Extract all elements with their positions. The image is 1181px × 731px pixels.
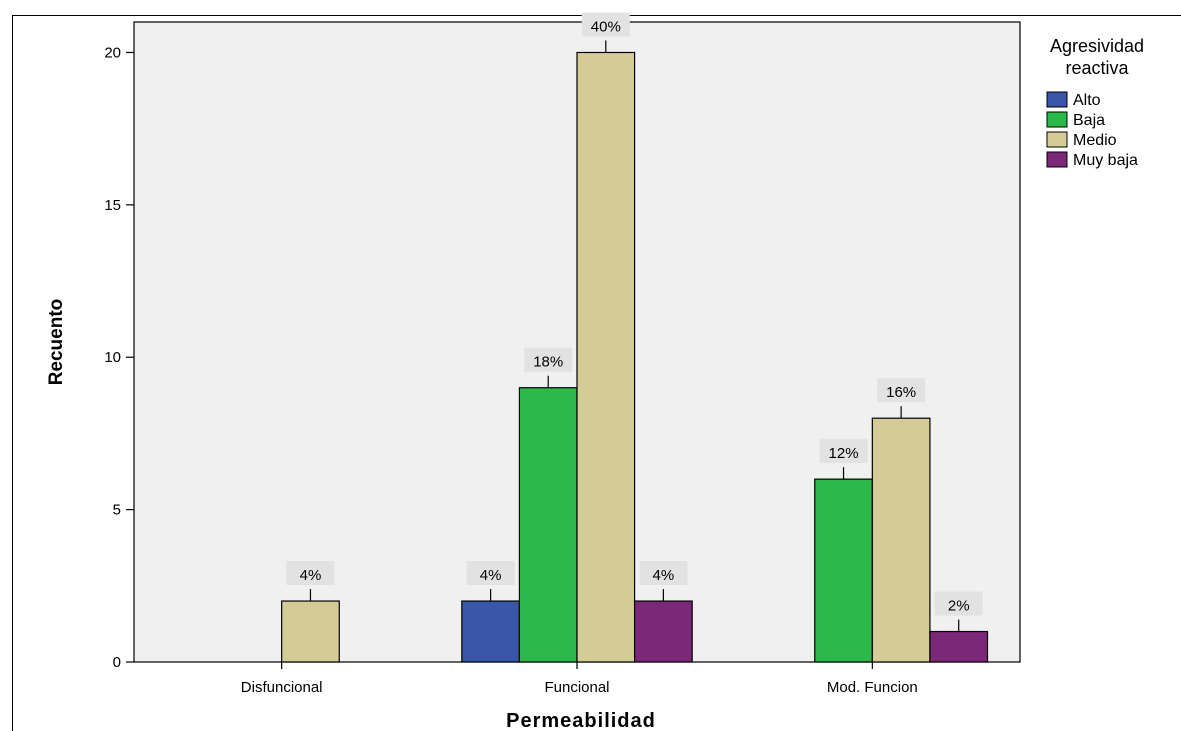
data-label-funcional-baja: 18% (533, 354, 563, 371)
y-axis: 0 5 10 15 20 (104, 44, 134, 671)
legend-title-line-1: Agresividad (1050, 36, 1144, 56)
data-label-bg-funcional-alto (466, 561, 515, 586)
y-tick-label-15: 15 (104, 197, 121, 214)
y-tick-label-20: 20 (104, 44, 121, 61)
data-label-funcional-muy-baja: 4% (653, 567, 675, 584)
data-label-disfuncional-medio: 4% (300, 567, 322, 584)
x-tick-label-funcional: Funcional (544, 679, 609, 696)
data-label-bg-funcional-muy-baja (639, 561, 688, 586)
data-label-bg-funcional-medio (581, 12, 630, 37)
y-tick-label-5: 5 (113, 502, 121, 519)
legend-label-medio: Medio (1073, 132, 1117, 149)
x-axis-label: Permeabilidad (506, 710, 656, 731)
legend-swatch-baja (1046, 111, 1068, 128)
data-label-bg-mod-funcion-baja (819, 439, 868, 464)
y-axis-label: Recuento (46, 299, 67, 386)
bar-mod-funcion-medio (871, 417, 931, 663)
y-tick-label-10: 10 (104, 349, 121, 366)
legend-swatch-alto (1046, 91, 1068, 108)
data-label-mod-funcion-baja: 12% (829, 445, 859, 462)
data-labels-group: 4% 4% 18% 40% 4% 12% 16% 2% (286, 12, 983, 632)
data-label-mod-funcion-medio: 16% (886, 384, 916, 401)
bars-group (281, 51, 989, 663)
x-axis: Disfuncional Funcional Mod. Funcion (241, 662, 918, 696)
data-label-funcional-alto: 4% (480, 567, 502, 584)
data-label-bg-funcional-baja (524, 347, 573, 372)
legend: Agresividad reactiva Alto Baja Medio Muy ba… (1046, 36, 1144, 169)
data-label-bg-mod-funcion-medio (877, 378, 926, 403)
legend-swatch-medio (1046, 131, 1068, 148)
bar-funcional-medio (576, 51, 636, 663)
data-label-bg-disfuncional-medio (286, 561, 335, 586)
frame-left-border (12, 15, 13, 731)
bar-funcional-baja (518, 387, 578, 663)
legend-label-muy-baja: Muy baja (1073, 152, 1138, 169)
bar-mod-funcion-muy-baja (929, 630, 989, 663)
bar-disfuncional-medio (281, 600, 340, 663)
data-label-bg-mod-funcion-muy-baja (934, 591, 983, 616)
legend-label-baja: Baja (1073, 112, 1105, 129)
x-tick-label-disfuncional: Disfuncional (241, 679, 323, 696)
legend-label-alto: Alto (1073, 92, 1101, 109)
legend-swatch-muy-baja (1046, 151, 1068, 168)
legend-title-line-2: reactiva (1065, 58, 1129, 78)
data-label-mod-funcion-muy-baja: 2% (948, 598, 970, 615)
bar-funcional-muy-baja (633, 600, 693, 663)
bar-funcional-alto (461, 600, 521, 663)
bar-mod-funcion-baja (814, 478, 873, 663)
y-tick-label-0: 0 (113, 654, 121, 671)
x-tick-label-mod-funcion: Mod. Funcion (827, 679, 918, 696)
data-label-funcional-medio: 40% (591, 18, 621, 35)
legend-items: Alto Baja Medio Muy baja (1046, 91, 1138, 169)
